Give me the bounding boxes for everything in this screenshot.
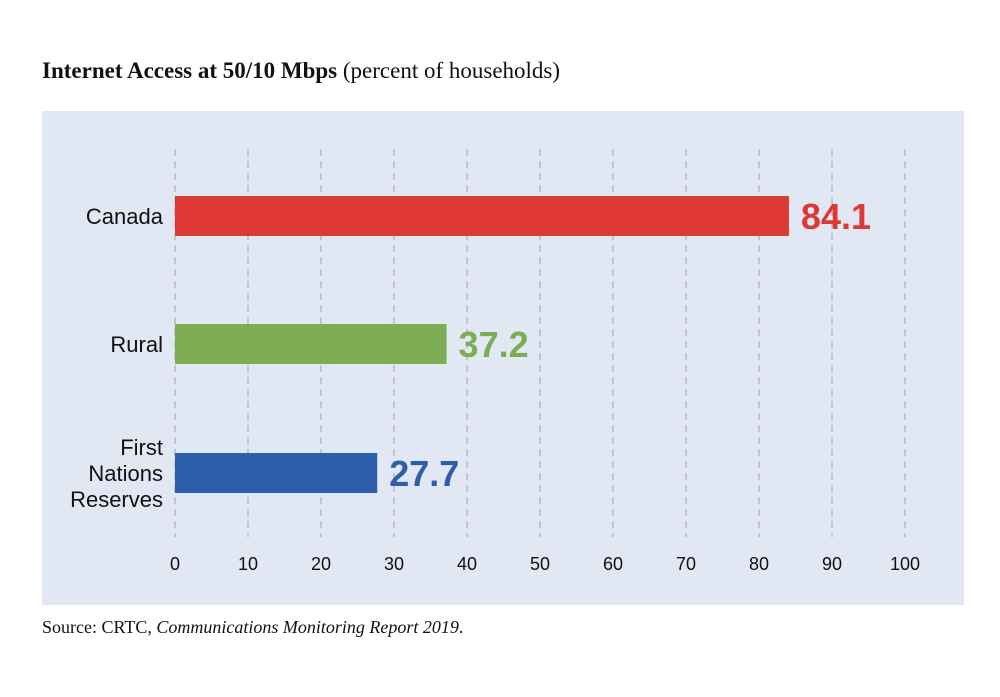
chart-panel: 0 10 20 30 40 50 60 70 80 90 100 84.1 Canada 37.2 Rura…: [42, 111, 964, 605]
source-note: Source: CRTC, Communications Monitoring …: [42, 617, 463, 638]
source-suffix: .: [458, 617, 464, 637]
chart-title-rest: (percent of households): [342, 58, 561, 83]
category-label: Reserves: [70, 487, 163, 512]
x-tick-label: 30: [384, 554, 404, 574]
chart-title-bold: Internet Access at 50/10 Mbps: [42, 58, 338, 83]
x-tick-label: 70: [676, 554, 696, 574]
x-tick-label: 60: [603, 554, 623, 574]
x-tick-label: 20: [311, 554, 331, 574]
x-tick-label: 50: [530, 554, 550, 574]
chart-title: Internet Access at 50/10 Mbps (percent o…: [42, 58, 560, 84]
category-label: Rural: [110, 332, 163, 357]
category-label: Canada: [86, 204, 164, 229]
x-tick-label: 0: [170, 554, 180, 574]
bar-1: [175, 324, 447, 364]
x-tick-label: 40: [457, 554, 477, 574]
source-prefix: Source: CRTC,: [42, 617, 152, 637]
bar-value-label: 84.1: [801, 196, 871, 237]
x-tick-label: 90: [822, 554, 842, 574]
bar-value-label: 27.7: [389, 453, 459, 494]
bar-value-label: 37.2: [459, 324, 529, 365]
bar-2: [175, 453, 378, 493]
source-title: Communications Monitoring Report 2019: [156, 617, 459, 637]
x-tick-label: 100: [890, 554, 920, 574]
category-label: Nations: [88, 461, 163, 486]
bar-0: [175, 196, 789, 236]
category-label: First: [120, 435, 163, 460]
bar-chart: 0 10 20 30 40 50 60 70 80 90 100 84.1 Canada 37.2 Rura…: [70, 149, 920, 574]
x-tick-label: 10: [238, 554, 258, 574]
x-tick-label: 80: [749, 554, 769, 574]
